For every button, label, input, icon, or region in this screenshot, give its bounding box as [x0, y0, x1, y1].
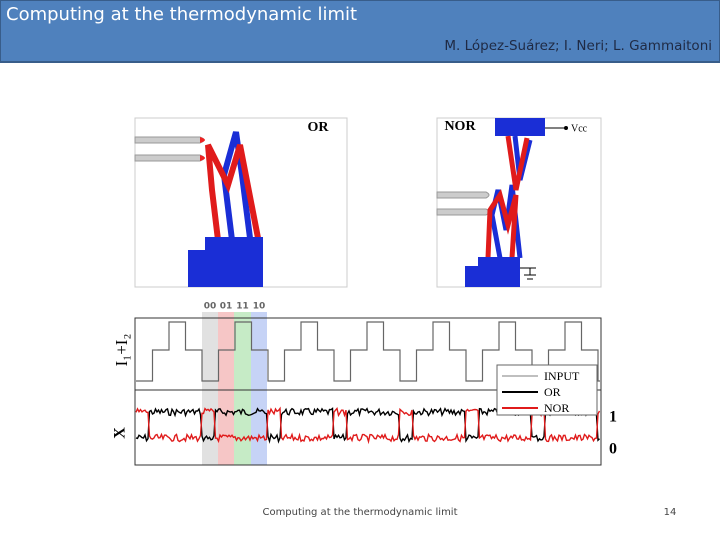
vcc-label: Vcc: [571, 123, 588, 134]
y-label-bottom: X: [112, 427, 129, 439]
or-panel: OR: [134, 117, 348, 288]
title: Computing at the thermodynamic limit: [6, 4, 357, 25]
state-label: 11: [236, 302, 249, 312]
level-label: 1: [609, 409, 617, 426]
nor-label: NOR: [444, 119, 476, 134]
or-label: OR: [308, 120, 330, 135]
authors: M. López-Suárez; I. Neri; L. Gammaitoni: [444, 38, 712, 54]
output-trace: [135, 406, 601, 445]
y-label-top: I₁+I₂: [112, 334, 131, 367]
legend-label: NOR: [544, 401, 569, 415]
state-label: 10: [253, 302, 266, 312]
legend-box: [496, 364, 598, 416]
header-bar: [0, 0, 720, 63]
legend-label: INPUT: [544, 369, 580, 383]
nor-panel: Vcc NOR: [436, 117, 602, 288]
legend-label: OR: [544, 385, 561, 399]
state-label: 01: [220, 302, 233, 312]
page-number: 14: [664, 507, 677, 518]
level-label: 0: [609, 441, 617, 458]
state-label: 00: [204, 302, 217, 312]
footer-text: Computing at the thermodynamic limit: [262, 507, 457, 518]
